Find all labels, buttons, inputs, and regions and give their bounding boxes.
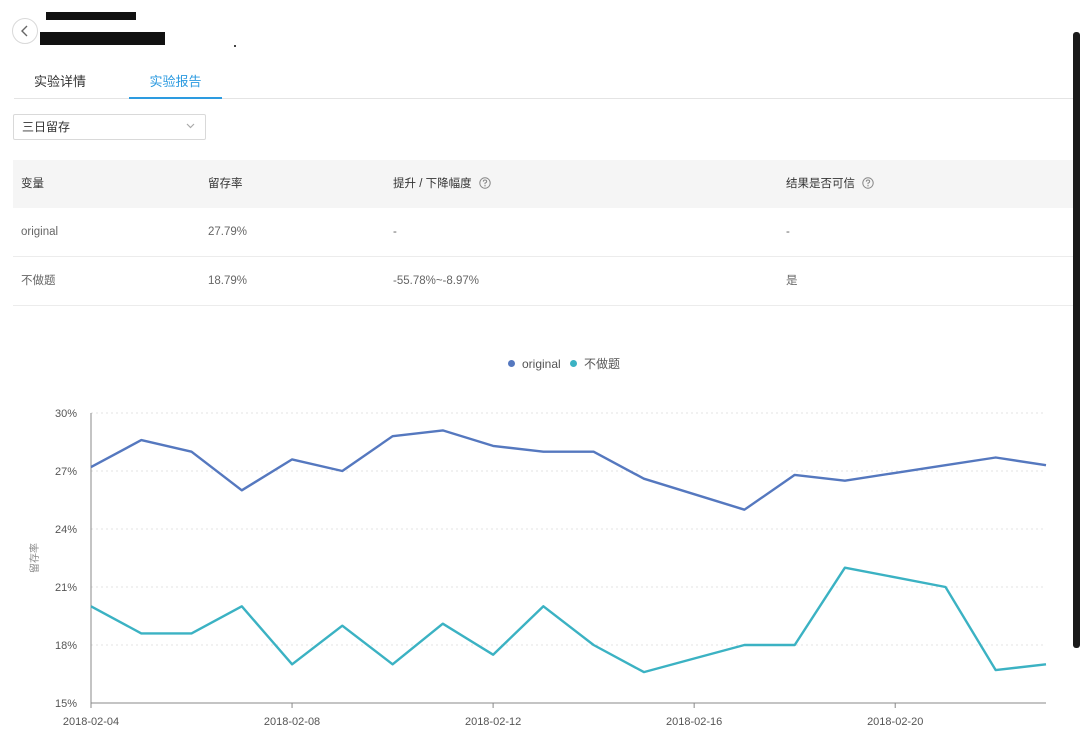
y-tick-label: 18% xyxy=(55,640,77,652)
y-tick-label: 24% xyxy=(55,524,77,536)
header-retention: 留存率 xyxy=(208,178,243,190)
retention-line-chart: 15% 18% 21% 24% 27% 30% 2018-02-04 2018-02-08 20… xyxy=(28,408,1047,728)
legend-label-variant: 不做题 xyxy=(584,357,621,371)
x-tick-label: 2018-02-20 xyxy=(867,716,923,728)
x-tick-label: 2018-02-04 xyxy=(63,716,119,728)
y-tick-label: 30% xyxy=(55,408,77,420)
x-tick-label: 2018-02-16 xyxy=(666,716,722,728)
cell-credible: - xyxy=(786,226,790,238)
cell-lift: - xyxy=(393,226,397,238)
table-row: original 27.79% - - xyxy=(13,208,1075,257)
header-credible: 结果是否可信 xyxy=(786,160,874,208)
legend-dot-original xyxy=(508,360,515,368)
help-circle-icon[interactable] xyxy=(862,177,874,189)
back-button[interactable] xyxy=(12,18,38,44)
tab-experiment-details[interactable]: 实验详情 xyxy=(33,74,86,89)
header-lift-label: 提升 / 下降幅度 xyxy=(393,178,472,190)
legend-dot-variant xyxy=(570,360,577,368)
cell-variable: original xyxy=(21,226,59,238)
table-row: 不做题 18.79% -55.78%~-8.97% 是 xyxy=(13,257,1075,306)
legend-item-variant[interactable]: 不做题 xyxy=(570,356,620,372)
tab-experiment-report[interactable]: 实验报告 xyxy=(129,66,222,99)
legend-item-original[interactable]: original xyxy=(508,356,561,372)
cell-lift: -55.78%~-8.97% xyxy=(393,275,479,287)
y-tick-label: 27% xyxy=(55,466,77,478)
cell-retention: 18.79% xyxy=(208,275,248,287)
redacted-title-top xyxy=(46,12,136,20)
help-circle-icon[interactable] xyxy=(479,177,491,189)
y-axis-label: 留存率 xyxy=(28,543,41,573)
x-tick-label: 2018-02-12 xyxy=(465,716,521,728)
redacted-title-bottom xyxy=(40,32,165,45)
chevron-left-icon xyxy=(21,25,28,37)
results-table: 变量 留存率 提升 / 下降幅度 结果是否可信 original 27.79% … xyxy=(13,160,1075,306)
header-variable: 变量 xyxy=(21,178,44,190)
series-line-variant xyxy=(90,566,1047,674)
y-tick-label: 15% xyxy=(55,698,77,710)
header-credible-label: 结果是否可信 xyxy=(786,178,855,190)
chevron-down-icon xyxy=(186,123,195,129)
header-lift: 提升 / 下降幅度 xyxy=(393,160,491,208)
tab-bar: 实验详情 实验报告 xyxy=(14,66,1074,99)
metric-select[interactable]: 三日留存 xyxy=(13,114,206,140)
cell-credible: 是 xyxy=(786,275,798,287)
table-header-row: 变量 留存率 提升 / 下降幅度 结果是否可信 xyxy=(13,160,1075,208)
y-tick-label: 21% xyxy=(55,582,77,594)
scrollbar[interactable] xyxy=(1073,32,1080,648)
x-tick-label: 2018-02-08 xyxy=(264,716,320,728)
cell-variable: 不做题 xyxy=(21,275,56,287)
cell-retention: 27.79% xyxy=(208,226,248,238)
metric-select-value: 三日留存 xyxy=(22,120,71,134)
title-dot xyxy=(234,45,236,47)
legend-label-original: original xyxy=(522,357,561,371)
series-line-original xyxy=(90,429,1047,511)
